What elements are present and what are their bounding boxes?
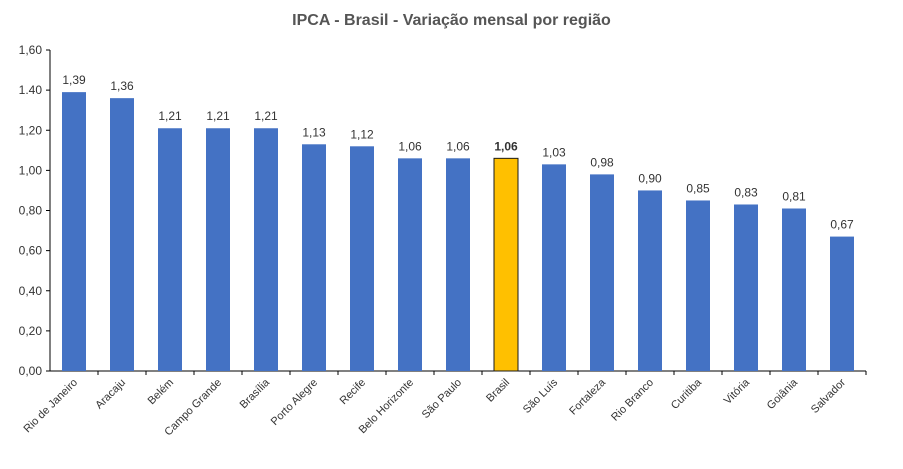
data-label: 0,67 bbox=[830, 218, 854, 232]
y-tick-label: 0,20 bbox=[19, 324, 43, 338]
data-label: 0,90 bbox=[638, 171, 662, 185]
data-label: 1,06 bbox=[446, 139, 470, 153]
bar bbox=[830, 236, 854, 371]
bar bbox=[302, 144, 326, 371]
y-tick-label: 1.40 bbox=[19, 83, 43, 97]
bar bbox=[110, 98, 134, 372]
category-label: Brasil bbox=[484, 377, 512, 405]
bar bbox=[542, 164, 566, 371]
category-label: Belém bbox=[146, 377, 177, 408]
data-label: 1,39 bbox=[62, 73, 86, 87]
bar bbox=[158, 128, 182, 371]
bar bbox=[446, 158, 470, 371]
y-tick-label: 1,60 bbox=[19, 43, 43, 57]
data-label: 1,13 bbox=[302, 125, 326, 139]
bar bbox=[686, 200, 710, 371]
bar bbox=[350, 146, 374, 371]
data-label: 1,21 bbox=[254, 109, 278, 123]
data-label: 1,36 bbox=[110, 79, 134, 93]
data-label: 1,12 bbox=[350, 127, 374, 141]
y-tick-label: 0,00 bbox=[19, 364, 43, 378]
y-tick-label: 0,60 bbox=[19, 244, 43, 258]
data-label: 0,98 bbox=[590, 155, 614, 169]
data-label: 1,06 bbox=[494, 139, 518, 153]
category-label: Goiânia bbox=[765, 376, 801, 412]
data-label: 0,85 bbox=[686, 181, 710, 195]
category-label: Rio de Janeiro bbox=[21, 377, 80, 436]
data-label: 1,21 bbox=[158, 109, 182, 123]
bar bbox=[398, 158, 422, 371]
bar bbox=[590, 174, 614, 371]
category-label: Fortaleza bbox=[567, 376, 609, 418]
bar bbox=[206, 128, 230, 371]
y-tick-label: 0,40 bbox=[19, 284, 43, 298]
category-label: Brasília bbox=[238, 376, 273, 411]
chart-title: IPCA - Brasil - Variação mensal por regi… bbox=[292, 12, 611, 29]
data-label: 0,83 bbox=[734, 185, 758, 199]
category-label: Vitória bbox=[722, 376, 753, 407]
category-label: São Paulo bbox=[420, 377, 464, 421]
bar bbox=[62, 92, 86, 371]
bar bbox=[638, 190, 662, 371]
category-label: Salvador bbox=[809, 376, 848, 415]
y-tick-label: 0,80 bbox=[19, 204, 43, 218]
y-tick-label: 1,00 bbox=[19, 163, 43, 177]
category-label: Rio Branco bbox=[609, 377, 656, 424]
data-label: 1,03 bbox=[542, 145, 566, 159]
data-label: 0,81 bbox=[782, 189, 806, 203]
data-label: 1,06 bbox=[398, 139, 422, 153]
bar bbox=[734, 204, 758, 371]
category-label: São Luís bbox=[521, 376, 561, 416]
bar-highlight bbox=[493, 157, 519, 372]
category-label: Recife bbox=[338, 377, 369, 408]
category-label: Porto Alegre bbox=[269, 377, 320, 428]
category-label: Aracaju bbox=[93, 377, 128, 412]
y-tick-label: 1,20 bbox=[19, 123, 43, 137]
bar bbox=[782, 208, 806, 371]
bar bbox=[254, 128, 278, 371]
category-label: Curitiba bbox=[669, 376, 705, 412]
data-label: 1,21 bbox=[206, 109, 230, 123]
